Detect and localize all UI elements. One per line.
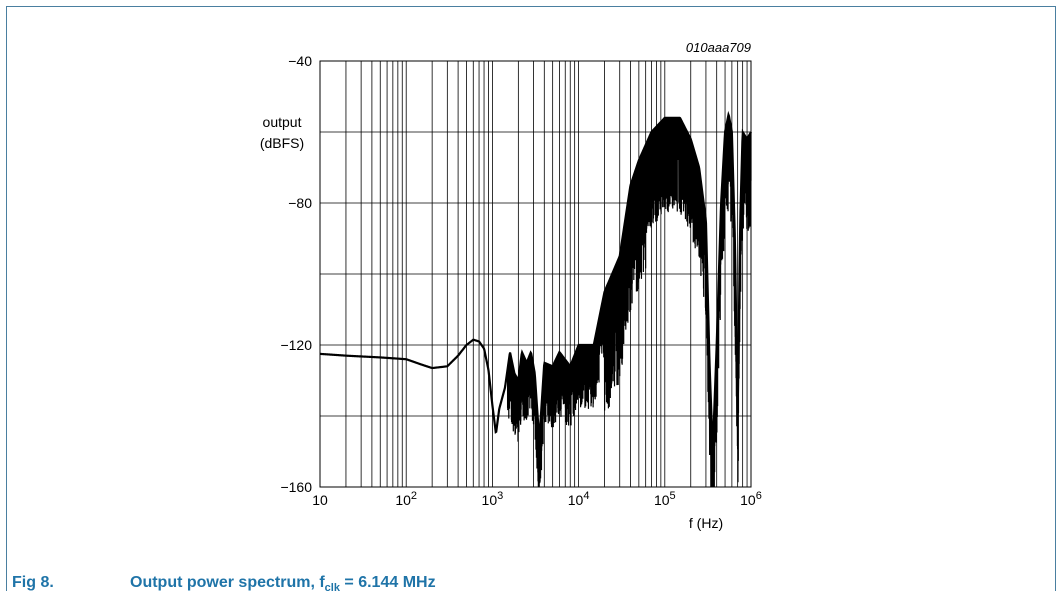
figure-code: 010aaa709 [686,40,751,55]
x-tick-label: 104 [568,490,590,508]
plot-border [319,60,752,488]
x-tick-labels: 10 102 103 104 105 106 [312,490,762,508]
y-tick-labels: −40 −80 −120 −160 [280,53,312,495]
spectrum-noise-trace [506,114,752,488]
x-tick-label: 103 [482,490,504,508]
spectrum-noise-band [506,114,752,488]
horizontal-gridlines [320,131,751,417]
y-tick-label: −80 [288,195,312,211]
x-tick-label: 105 [654,490,676,508]
y-tick-label: −160 [280,479,312,495]
figure-title-rest: = 6.144 MHz [339,574,436,591]
x-tick-label: 106 [740,490,762,508]
figure-title-main: Output power spectrum, f [130,574,325,591]
y-tick-label: −120 [280,337,312,353]
figure-title-subscript: clk [324,582,340,594]
x-axis-label: f (Hz) [689,515,723,531]
y-tick-label: −40 [288,53,312,69]
figure-caption: Fig 8. Output power spectrum, fclk = 6.14… [12,574,436,594]
y-axis-label-line1: output [263,114,302,130]
y-axis-label-line2: (dBFS) [260,135,304,151]
figure-frame [6,6,1056,591]
spectrum-series-line [319,110,752,450]
x-tick-label: 102 [395,490,417,508]
figure-number: Fig 8. [12,574,54,591]
x-tick-label: 10 [312,492,328,508]
